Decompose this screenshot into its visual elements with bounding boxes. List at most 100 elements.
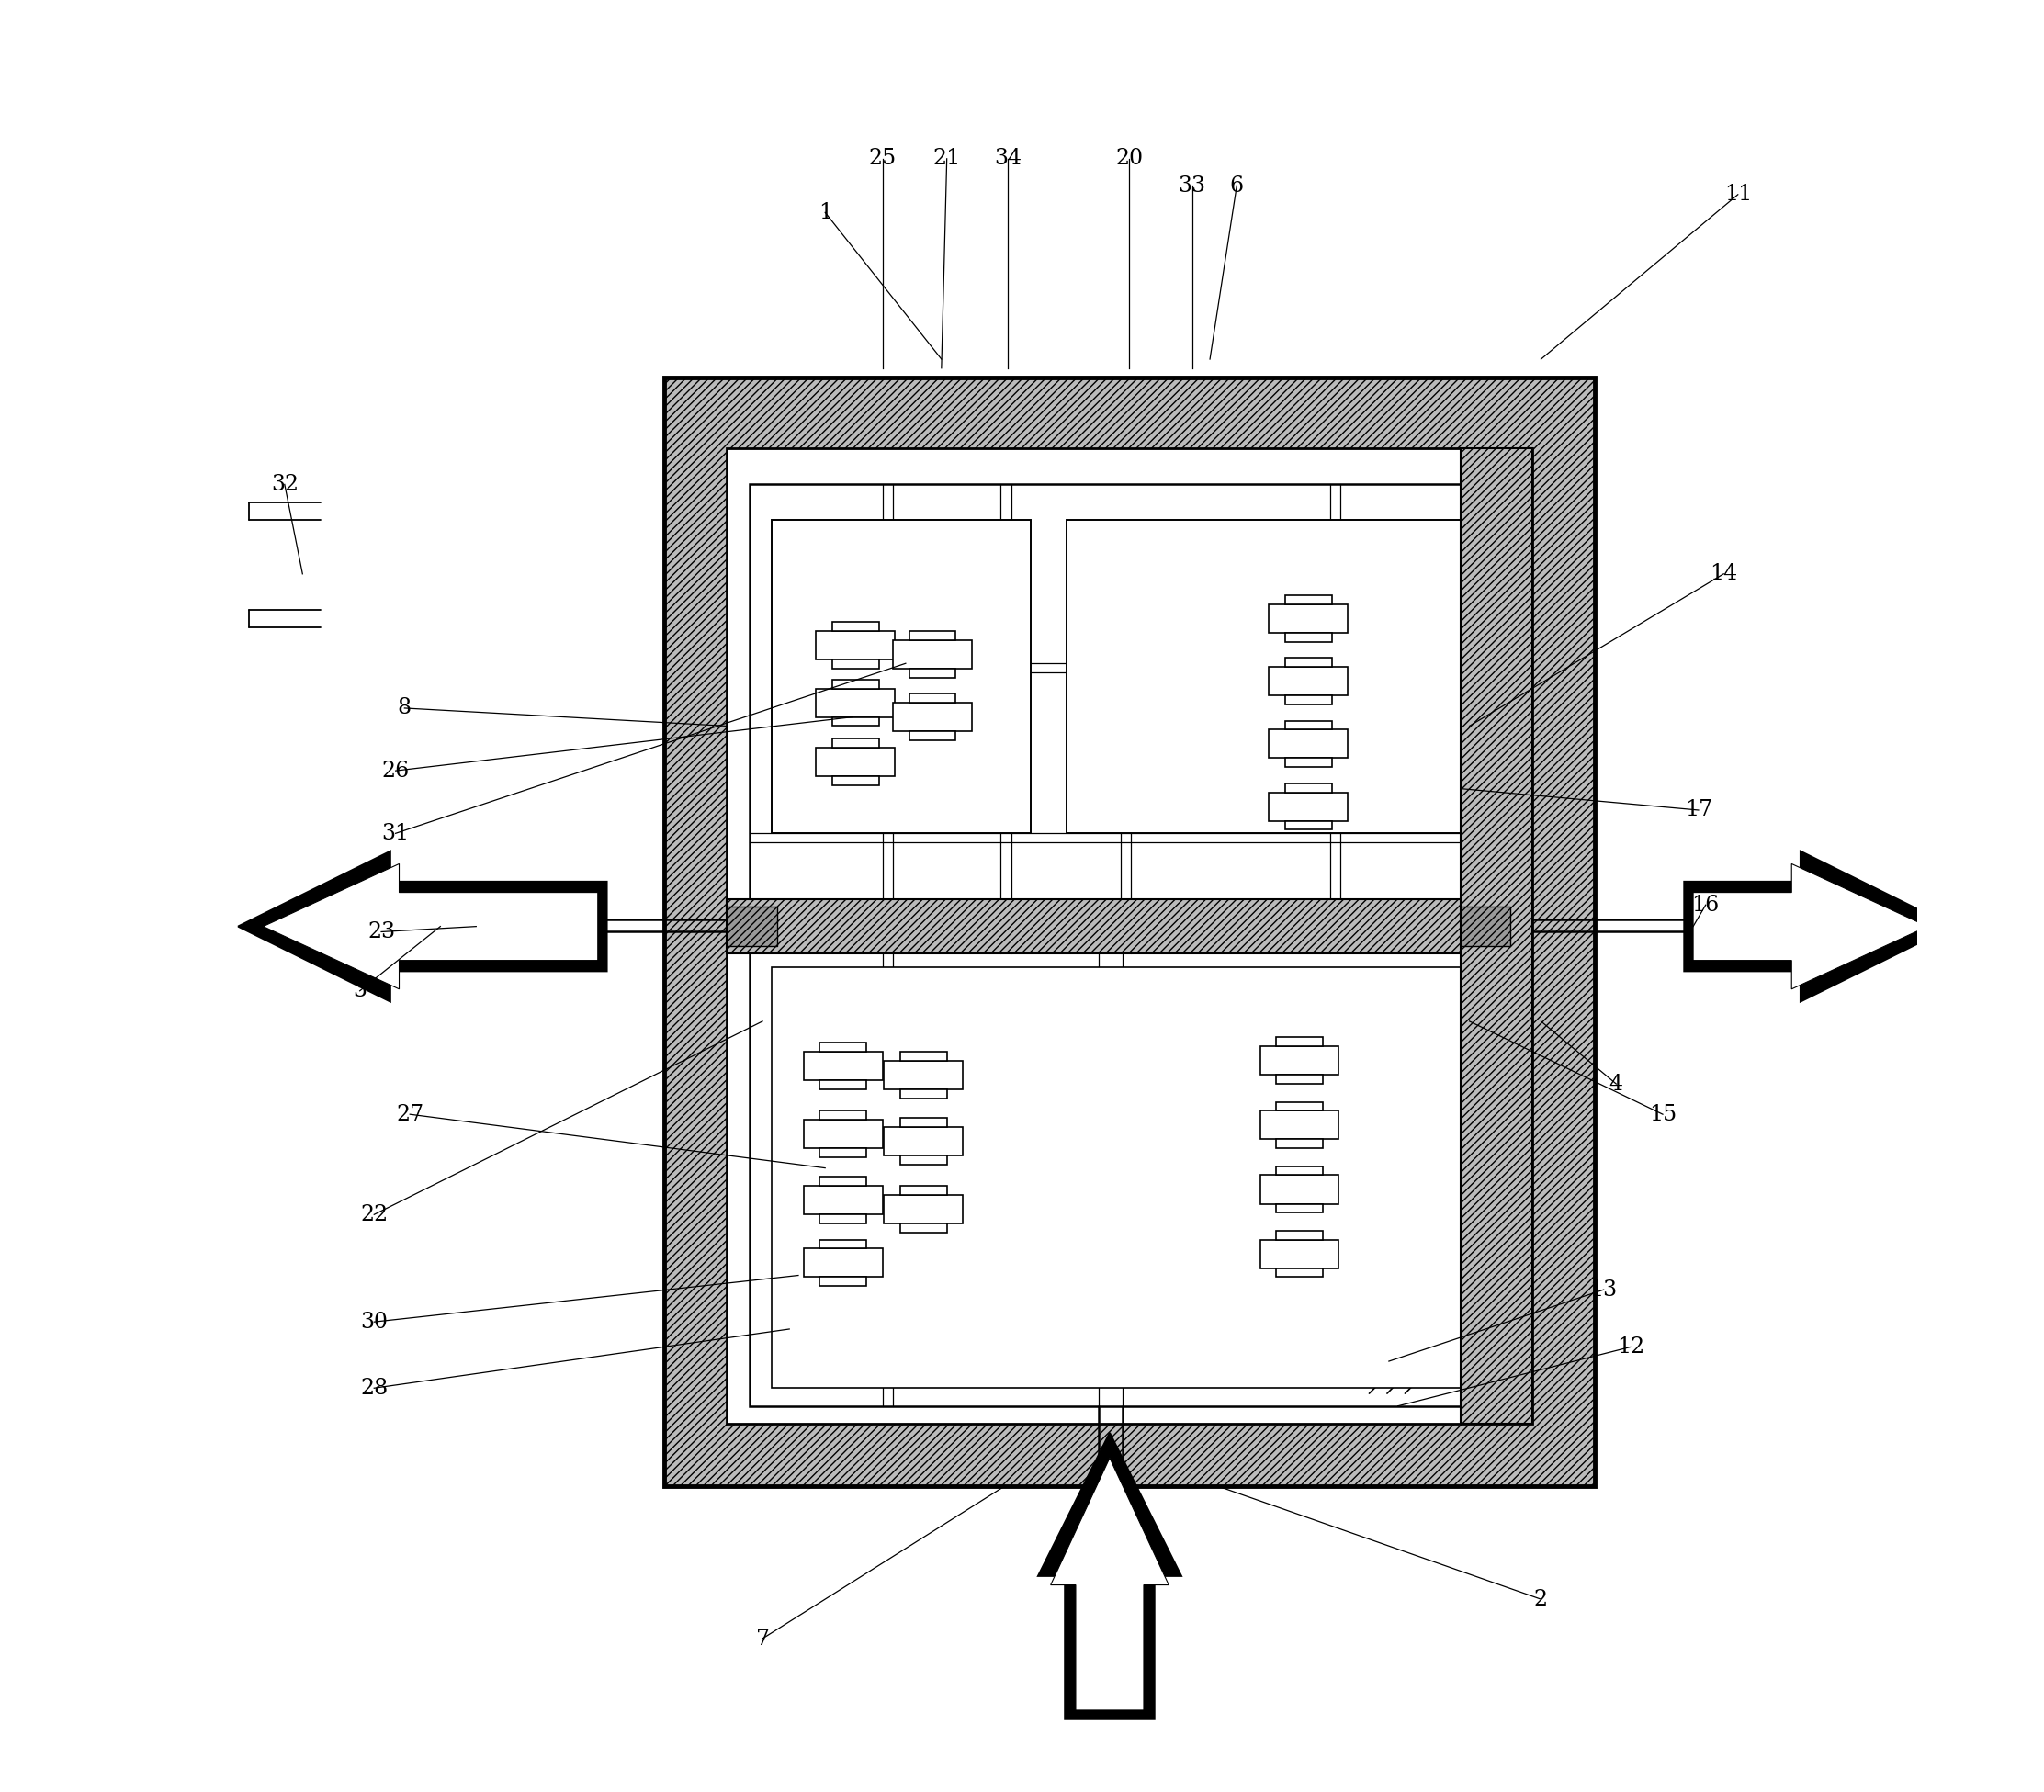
Text: 17: 17 — [1684, 799, 1713, 821]
Bar — [1286, 758, 1331, 767]
Bar — [803, 1249, 883, 1278]
Bar — [1286, 821, 1331, 830]
Text: 7: 7 — [756, 1629, 769, 1649]
Text: 16: 16 — [1692, 894, 1719, 916]
Text: 14: 14 — [1709, 563, 1737, 584]
Bar — [910, 694, 957, 702]
Bar — [820, 1215, 867, 1224]
Bar — [885, 1127, 963, 1156]
Bar — [832, 659, 879, 668]
Bar — [728, 907, 777, 946]
Bar — [893, 640, 971, 668]
Bar — [816, 747, 895, 776]
Text: 3: 3 — [354, 980, 366, 1002]
Bar — [1259, 1176, 1339, 1204]
Bar — [820, 1149, 867, 1158]
Bar — [1275, 1204, 1322, 1213]
Bar — [803, 1120, 883, 1149]
Bar — [1286, 633, 1331, 642]
Bar — [1259, 1240, 1339, 1269]
Bar — [910, 731, 957, 740]
Bar — [1259, 1111, 1339, 1140]
Bar — [899, 1186, 946, 1195]
Bar — [910, 631, 957, 640]
Bar — [816, 688, 895, 717]
Bar — [820, 1177, 867, 1186]
Bar — [1275, 1269, 1322, 1278]
Text: 6: 6 — [1230, 176, 1243, 195]
Bar — [1259, 1047, 1339, 1075]
Text: 26: 26 — [382, 760, 409, 781]
Text: 22: 22 — [360, 1204, 388, 1226]
Bar — [1269, 729, 1347, 758]
Bar — [750, 941, 1511, 1407]
Bar — [816, 631, 895, 659]
Bar — [1269, 792, 1347, 821]
Text: 15: 15 — [1650, 1104, 1676, 1125]
Text: 31: 31 — [382, 823, 409, 844]
Bar — [803, 1052, 883, 1081]
Polygon shape — [237, 851, 607, 1002]
Text: 13: 13 — [1590, 1279, 1617, 1301]
Text: 34: 34 — [993, 149, 1022, 168]
Text: 8: 8 — [399, 697, 411, 719]
Bar — [1461, 448, 1533, 1425]
Bar — [832, 679, 879, 688]
Bar — [728, 448, 1533, 1425]
Bar — [1286, 658, 1331, 667]
Bar — [820, 1081, 867, 1090]
Bar — [820, 1278, 867, 1287]
Text: 25: 25 — [869, 149, 895, 168]
Bar — [885, 1195, 963, 1224]
Polygon shape — [1038, 1434, 1181, 1719]
Bar — [1275, 1167, 1322, 1176]
Bar — [1275, 1038, 1322, 1047]
Bar — [832, 738, 879, 747]
Text: 20: 20 — [1116, 149, 1143, 168]
Text: 23: 23 — [368, 921, 394, 943]
Bar — [820, 1043, 867, 1052]
Bar — [1461, 907, 1511, 946]
Bar — [1286, 720, 1331, 729]
Bar — [899, 1156, 946, 1165]
Polygon shape — [1692, 864, 1927, 989]
Text: 33: 33 — [1177, 176, 1206, 195]
Bar — [771, 520, 1030, 833]
Bar — [820, 1111, 867, 1120]
Text: 30: 30 — [360, 1312, 388, 1333]
Bar — [803, 1186, 883, 1215]
Bar — [899, 1224, 946, 1233]
Bar — [1275, 1231, 1322, 1240]
Bar — [1067, 520, 1470, 833]
Text: 2: 2 — [1535, 1590, 1547, 1609]
Bar — [910, 668, 957, 677]
Text: 21: 21 — [932, 149, 961, 168]
Bar — [820, 1240, 867, 1249]
Text: 4: 4 — [1609, 1073, 1623, 1095]
Polygon shape — [1051, 1459, 1169, 1710]
Bar — [728, 900, 1533, 953]
Bar — [1275, 1102, 1322, 1111]
Bar — [832, 717, 879, 726]
Bar — [1275, 1075, 1322, 1084]
Bar — [899, 1052, 946, 1061]
Polygon shape — [1684, 851, 1952, 1002]
Polygon shape — [264, 864, 597, 989]
Bar — [832, 622, 879, 631]
Bar — [893, 702, 971, 731]
Bar — [664, 376, 1594, 1487]
Bar — [1286, 783, 1331, 792]
Bar — [1286, 595, 1331, 604]
Bar — [885, 1061, 963, 1090]
Bar — [771, 968, 1488, 1389]
Bar — [1286, 695, 1331, 704]
Text: 28: 28 — [360, 1378, 388, 1400]
Bar — [750, 484, 1511, 905]
Text: 12: 12 — [1617, 1337, 1645, 1358]
Bar — [832, 776, 879, 785]
Bar — [1269, 604, 1347, 633]
Bar — [899, 1118, 946, 1127]
Bar — [1269, 667, 1347, 695]
Text: 32: 32 — [270, 473, 298, 495]
Text: 11: 11 — [1723, 185, 1752, 204]
